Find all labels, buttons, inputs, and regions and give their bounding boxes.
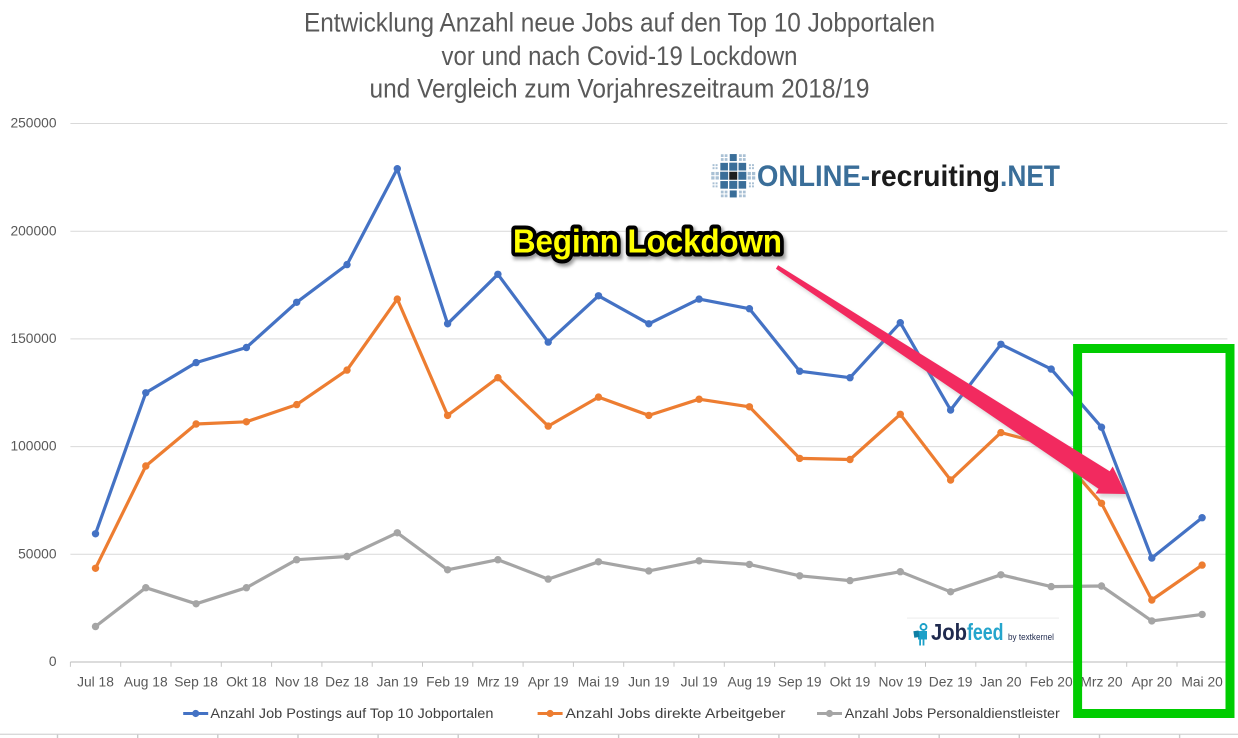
svg-text:Apr 20: Apr 20 bbox=[1131, 674, 1172, 689]
svg-text:Entwicklung Anzahl neue Jobs a: Entwicklung Anzahl neue Jobs auf den Top… bbox=[304, 8, 935, 38]
svg-text:100000: 100000 bbox=[10, 439, 56, 454]
svg-text:Nov 19: Nov 19 bbox=[878, 674, 922, 689]
svg-text:Mai 19: Mai 19 bbox=[578, 674, 620, 689]
svg-text:250000: 250000 bbox=[10, 116, 56, 131]
svg-text:50000: 50000 bbox=[18, 546, 57, 561]
svg-text:150000: 150000 bbox=[10, 331, 56, 346]
svg-text:Mai 20: Mai 20 bbox=[1181, 674, 1223, 689]
svg-text:Aug 18: Aug 18 bbox=[124, 674, 168, 689]
svg-text:Aug 19: Aug 19 bbox=[728, 674, 772, 689]
svg-text:Jul 19: Jul 19 bbox=[681, 674, 718, 689]
svg-text:Jul 18: Jul 18 bbox=[77, 674, 114, 689]
svg-text:Mrz 19: Mrz 19 bbox=[477, 674, 519, 689]
svg-text:0: 0 bbox=[49, 654, 57, 669]
svg-text:Nov 18: Nov 18 bbox=[275, 674, 319, 689]
svg-text:Sep 19: Sep 19 bbox=[778, 674, 822, 689]
svg-text:Jobfeed: Jobfeed bbox=[931, 619, 1004, 645]
svg-text:ONLINE-recruiting.NET: ONLINE-recruiting.NET bbox=[757, 160, 1060, 193]
svg-text:und Vergleich zum Vorjahreszei: und Vergleich zum Vorjahreszeitraum 2018… bbox=[370, 73, 870, 103]
svg-text:Sep 18: Sep 18 bbox=[174, 674, 218, 689]
svg-text:Jan 20: Jan 20 bbox=[980, 674, 1022, 689]
svg-text:Feb 19: Feb 19 bbox=[426, 674, 469, 689]
svg-text:Mrz 20: Mrz 20 bbox=[1080, 674, 1122, 689]
svg-text:Dez 19: Dez 19 bbox=[929, 674, 973, 689]
svg-text:by textkernel: by textkernel bbox=[1008, 632, 1054, 643]
svg-text:200000: 200000 bbox=[10, 223, 56, 238]
svg-text:Dez 18: Dez 18 bbox=[325, 674, 369, 689]
svg-text:Anzahl Job Postings auf Top 10: Anzahl Job Postings auf Top 10 Jobportal… bbox=[210, 706, 493, 721]
svg-text:Beginn Lockdown: Beginn Lockdown bbox=[515, 227, 784, 264]
svg-text:Jun 19: Jun 19 bbox=[628, 674, 670, 689]
svg-text:Anzahl Jobs direkte Arbeitgebe: Anzahl Jobs direkte Arbeitgeber bbox=[566, 706, 787, 721]
svg-text:vor und nach Covid-19 Lockdown: vor und nach Covid-19 Lockdown bbox=[442, 41, 798, 71]
svg-text:Apr 19: Apr 19 bbox=[528, 674, 569, 689]
svg-text:Jan 19: Jan 19 bbox=[377, 674, 419, 689]
svg-text:Feb 20: Feb 20 bbox=[1030, 674, 1073, 689]
svg-text:Beginn Lockdown: Beginn Lockdown bbox=[513, 224, 782, 261]
svg-text:Okt 18: Okt 18 bbox=[226, 674, 267, 689]
svg-text:Okt 19: Okt 19 bbox=[830, 674, 871, 689]
svg-text:Anzahl Jobs Personaldienstleis: Anzahl Jobs Personaldienstleister bbox=[845, 706, 1061, 721]
